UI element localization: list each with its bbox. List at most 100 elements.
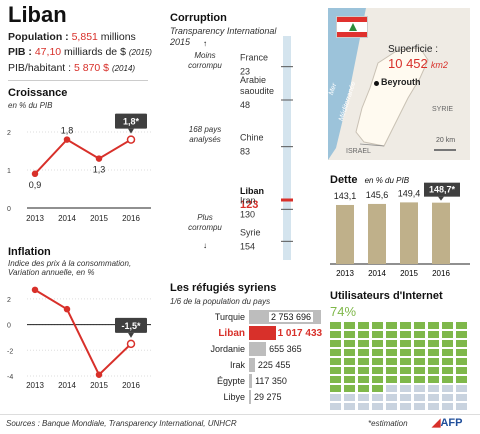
fact-pib: PIB : 47,10 milliards de $ (2015) [8, 46, 152, 58]
croissance-point [126, 135, 136, 144]
corruption-more-label: Plus [197, 213, 213, 222]
waffle-cell [414, 349, 425, 356]
lebanon-map [328, 8, 456, 160]
capital-label: Beyrouth [381, 77, 421, 87]
waffle-cell [344, 322, 355, 329]
corruption-country-label: Iran [240, 195, 256, 205]
waffle-cell [414, 322, 425, 329]
dette-chart: 2013 143,1 2014 145,6 2015 149,4 2016 148,7* [330, 182, 470, 278]
population-label: Population : [8, 31, 69, 43]
waffle-cell [428, 358, 439, 365]
waffle-cell [330, 349, 341, 356]
waffle-cell [400, 367, 411, 374]
refugies-value-label: 1 017 433 [277, 328, 323, 339]
waffle-cell [456, 403, 467, 410]
border-line [359, 143, 385, 147]
fact-population: Population : 5,851 millions [8, 31, 136, 43]
waffle-cell [442, 331, 453, 338]
corruption-country-label: Chine [240, 133, 264, 143]
waffle-cell [400, 322, 411, 329]
waffle-cell [358, 322, 369, 329]
waffle-cell [442, 322, 453, 329]
lebanon-shape [355, 47, 429, 147]
refugies-value-label: 29 275 [254, 392, 282, 402]
page-title: Liban [8, 2, 67, 27]
inflation-point [63, 305, 71, 313]
afp-mark-icon: ◢ [432, 417, 441, 429]
waffle-cell [386, 340, 397, 347]
croissance-point [95, 155, 103, 162]
waffle-cell [344, 358, 355, 365]
population-unit: millions [100, 31, 136, 43]
corruption-subtitle-1: Transparency International [170, 26, 277, 36]
waffle-cell [428, 340, 439, 347]
corruption-subtitle-2: 2015 [170, 37, 191, 47]
waffle-cell [414, 340, 425, 347]
refugies-bar [249, 342, 267, 356]
waffle-cell [414, 358, 425, 365]
dette-value-label: 145,6 [366, 190, 389, 200]
internet-title: Utilisateurs d'Internet [330, 290, 443, 302]
waffle-cell [400, 376, 411, 383]
croissance-point [63, 136, 71, 143]
inflation-x-label: 2016 [122, 381, 140, 390]
waffle-cell [428, 385, 439, 392]
croissance-x-label: 2016 [122, 214, 140, 223]
waffle-cell [330, 385, 341, 392]
croissance-callout-box [115, 113, 147, 129]
inflation-subtitle-2: Variation annuelle, en % [8, 268, 95, 277]
waffle-cell [358, 331, 369, 338]
waffle-cell [386, 349, 397, 356]
waffle-cell [428, 331, 439, 338]
neighbor-israel: ISRAEL [346, 148, 371, 155]
corruption-less-label: Moins [194, 51, 215, 60]
corruption-country-label: Liban [240, 186, 264, 196]
croissance-value-label: 1,3 [93, 165, 106, 175]
croissance-subtitle: en % du PIB [8, 101, 53, 110]
waffle-cell [456, 385, 467, 392]
sea-area [328, 8, 366, 160]
waffle-cell [386, 376, 397, 383]
corruption-title: Corruption [170, 12, 227, 24]
inflation-ytick-label: -2 [7, 348, 13, 355]
waffle-cell [442, 367, 453, 374]
waffle-cell [414, 394, 425, 401]
dette-subtitle: en % du PIB [364, 176, 410, 185]
corruption-rank-label: 48 [240, 100, 250, 110]
waffle-cell [428, 394, 439, 401]
corruption-country-label: Syrie [240, 227, 261, 237]
superficie-number: 10 452 [388, 56, 428, 71]
inflation-ytick-label: 0 [7, 323, 11, 330]
waffle-cell [442, 394, 453, 401]
dette-title-text: Dette [330, 174, 358, 186]
croissance-callout-text: 1,8* [123, 117, 140, 127]
waffle-cell [330, 376, 341, 383]
pib-habitant-value: 5 870 $ [73, 62, 110, 74]
scale-label: 20 km [436, 137, 456, 144]
croissance-value-label: 1,8 [61, 126, 74, 136]
croissance-value-label: 0,9 [29, 180, 42, 190]
dette-value-label: 149,4 [398, 188, 421, 198]
corruption-rank-label: 123 [240, 199, 258, 211]
dette-bar [432, 202, 450, 264]
population-value: 5,851 [71, 31, 98, 43]
footer-divider [0, 414, 480, 415]
inflation-point [126, 339, 136, 349]
refugies-country-label: Égypte [216, 376, 245, 386]
waffle-cell [400, 394, 411, 401]
waffle-cell [358, 349, 369, 356]
refugies-bar [249, 390, 251, 404]
refugies-value-label: 655 365 [269, 344, 302, 354]
superficie-unit: km2 [430, 60, 448, 70]
waffle-cell [400, 358, 411, 365]
corruption-rank-label: 23 [240, 67, 250, 77]
waffle-cell [372, 331, 383, 338]
croissance-callout-pointer [128, 128, 134, 134]
afp-label: AFP [440, 417, 463, 429]
neighbor-syria: SYRIE [432, 106, 454, 113]
croissance-x-label: 2013 [26, 214, 44, 223]
waffle-cell [344, 385, 355, 392]
superficie-label: Superficie : [388, 44, 439, 55]
refugies-subtitle: 1/6 de la population du pays [170, 297, 271, 306]
